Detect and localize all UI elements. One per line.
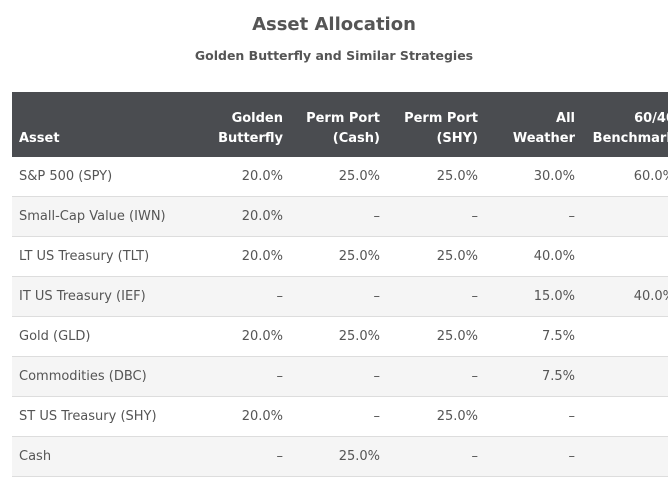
allocation-cell: – — [387, 196, 485, 237]
allocation-cell: – — [582, 436, 668, 477]
allocation-cell: 25.0% — [387, 396, 485, 437]
allocation-cell: 25.0% — [290, 436, 387, 477]
header-line-1: Golden — [231, 111, 283, 126]
header-line-2: (Cash) — [332, 131, 380, 146]
allocation-cell: – — [290, 356, 387, 397]
allocation-cell: – — [290, 196, 387, 237]
asset-name-cell: S&P 500 (SPY) — [12, 157, 194, 197]
allocation-cell: 25.0% — [290, 157, 387, 197]
asset-name-cell: Gold (GLD) — [12, 316, 194, 357]
allocation-cell: 25.0% — [290, 316, 387, 357]
allocation-cell: – — [582, 236, 668, 277]
table-row: Gold (GLD) 20.0% 25.0% 25.0% 7.5% – — [12, 316, 668, 357]
allocation-cell: 25.0% — [387, 236, 485, 277]
column-header-asset: Asset — [12, 92, 194, 157]
page-subtitle: Golden Butterfly and Similar Strategies — [194, 48, 474, 63]
column-header-perm-port-cash: Perm Port (Cash) — [290, 92, 387, 157]
table-row: IT US Treasury (IEF) – – – 15.0% 40.0% — [12, 276, 668, 317]
table-row: LT US Treasury (TLT) 20.0% 25.0% 25.0% 4… — [12, 236, 668, 277]
allocation-cell: – — [194, 356, 290, 397]
column-header-all-weather: All Weather — [485, 92, 582, 157]
allocation-cell: 40.0% — [582, 276, 668, 317]
page-title: Asset Allocation — [252, 14, 416, 35]
allocation-cell: 40.0% — [485, 236, 582, 277]
allocation-cell: – — [485, 196, 582, 237]
table-row: S&P 500 (SPY) 20.0% 25.0% 25.0% 30.0% 60… — [12, 157, 668, 197]
header-row: Asset Golden Butterfly Perm Port (Cash) … — [12, 92, 668, 157]
header-line-1: Perm Port — [306, 111, 380, 126]
allocation-cell: 25.0% — [290, 236, 387, 277]
header-line-1: Perm Port — [404, 111, 478, 126]
asset-name-cell: Commodities (DBC) — [12, 356, 194, 397]
allocation-cell: – — [194, 276, 290, 317]
allocation-cell: 30.0% — [485, 157, 582, 197]
asset-name-cell: Small-Cap Value (IWN) — [12, 196, 194, 237]
header-line-1: 60/40 — [634, 111, 668, 126]
allocation-cell: 7.5% — [485, 356, 582, 397]
header-line-2: Weather — [512, 131, 575, 146]
column-header-60-40-benchmark: 60/40 Benchmark — [582, 92, 668, 157]
allocation-cell: 20.0% — [194, 196, 290, 237]
table-row: ST US Treasury (SHY) 20.0% – 25.0% – – — [12, 396, 668, 437]
table-row: Small-Cap Value (IWN) 20.0% – – – – — [12, 196, 668, 237]
allocation-cell: 15.0% — [485, 276, 582, 317]
allocation-cell: – — [387, 276, 485, 317]
table-row: Commodities (DBC) – – – 7.5% – — [12, 356, 668, 397]
allocation-cell: – — [485, 396, 582, 437]
allocation-cell: – — [582, 396, 668, 437]
allocation-cell: 20.0% — [194, 396, 290, 437]
allocation-cell: 25.0% — [387, 157, 485, 197]
allocation-cell: – — [387, 356, 485, 397]
allocation-table: Asset Golden Butterfly Perm Port (Cash) … — [12, 92, 668, 477]
asset-name-cell: ST US Treasury (SHY) — [12, 396, 194, 437]
column-header-golden-butterfly: Golden Butterfly — [194, 92, 290, 157]
allocation-cell: 20.0% — [194, 316, 290, 357]
header-line-1: All — [556, 111, 575, 126]
allocation-cell: – — [582, 196, 668, 237]
table-body: S&P 500 (SPY) 20.0% 25.0% 25.0% 30.0% 60… — [12, 157, 668, 477]
asset-name-cell: LT US Treasury (TLT) — [12, 236, 194, 277]
allocation-cell: 60.0% — [582, 157, 668, 197]
allocation-cell: 25.0% — [387, 316, 485, 357]
allocation-cell: 20.0% — [194, 157, 290, 197]
table-header: Asset Golden Butterfly Perm Port (Cash) … — [12, 92, 668, 157]
allocation-cell: – — [485, 436, 582, 477]
header-line-2: Benchmark — [592, 131, 668, 146]
asset-name-cell: IT US Treasury (IEF) — [12, 276, 194, 317]
allocation-cell: – — [582, 356, 668, 397]
header-line-2: (SHY) — [436, 131, 478, 146]
header-line-2: Asset — [19, 131, 60, 146]
header-line-2: Butterfly — [218, 131, 283, 146]
allocation-cell: – — [290, 396, 387, 437]
allocation-cell: – — [290, 276, 387, 317]
table-row: Cash – 25.0% – – – — [12, 436, 668, 477]
allocation-cell: – — [582, 316, 668, 357]
allocation-cell: – — [194, 436, 290, 477]
allocation-cell: 20.0% — [194, 236, 290, 277]
allocation-cell: – — [387, 436, 485, 477]
allocation-cell: 7.5% — [485, 316, 582, 357]
column-header-perm-port-shy: Perm Port (SHY) — [387, 92, 485, 157]
asset-name-cell: Cash — [12, 436, 194, 477]
